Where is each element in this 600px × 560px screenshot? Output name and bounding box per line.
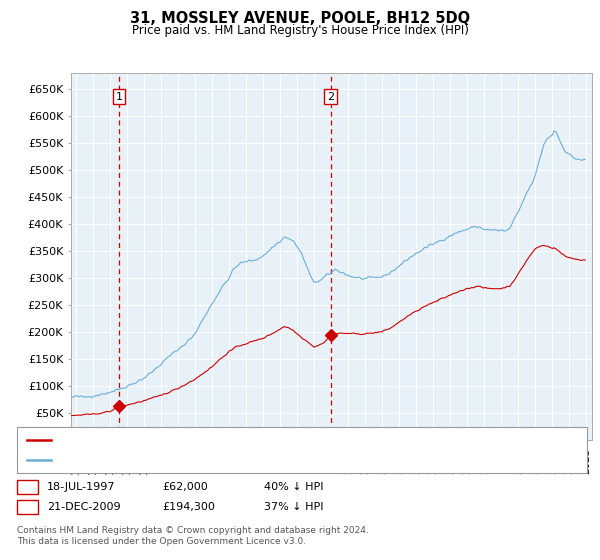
- Text: 1: 1: [24, 482, 31, 492]
- Text: Price paid vs. HM Land Registry's House Price Index (HPI): Price paid vs. HM Land Registry's House …: [131, 24, 469, 36]
- Text: £194,300: £194,300: [162, 502, 215, 512]
- Text: 2: 2: [327, 92, 334, 102]
- Text: 31, MOSSLEY AVENUE, POOLE, BH12 5DQ: 31, MOSSLEY AVENUE, POOLE, BH12 5DQ: [130, 11, 470, 26]
- Text: 31, MOSSLEY AVENUE, POOLE, BH12 5DQ (detached house): 31, MOSSLEY AVENUE, POOLE, BH12 5DQ (det…: [55, 435, 383, 445]
- Text: HPI: Average price, detached house, Bournemouth Christchurch and Poole: HPI: Average price, detached house, Bour…: [55, 455, 461, 465]
- Text: 1: 1: [116, 92, 122, 102]
- Text: 18-JUL-1997: 18-JUL-1997: [47, 482, 115, 492]
- Text: 21-DEC-2009: 21-DEC-2009: [47, 502, 121, 512]
- Text: 37% ↓ HPI: 37% ↓ HPI: [264, 502, 323, 512]
- Text: 2: 2: [24, 502, 31, 512]
- Text: Contains HM Land Registry data © Crown copyright and database right 2024.
This d: Contains HM Land Registry data © Crown c…: [17, 526, 368, 546]
- Text: 40% ↓ HPI: 40% ↓ HPI: [264, 482, 323, 492]
- Text: £62,000: £62,000: [162, 482, 208, 492]
